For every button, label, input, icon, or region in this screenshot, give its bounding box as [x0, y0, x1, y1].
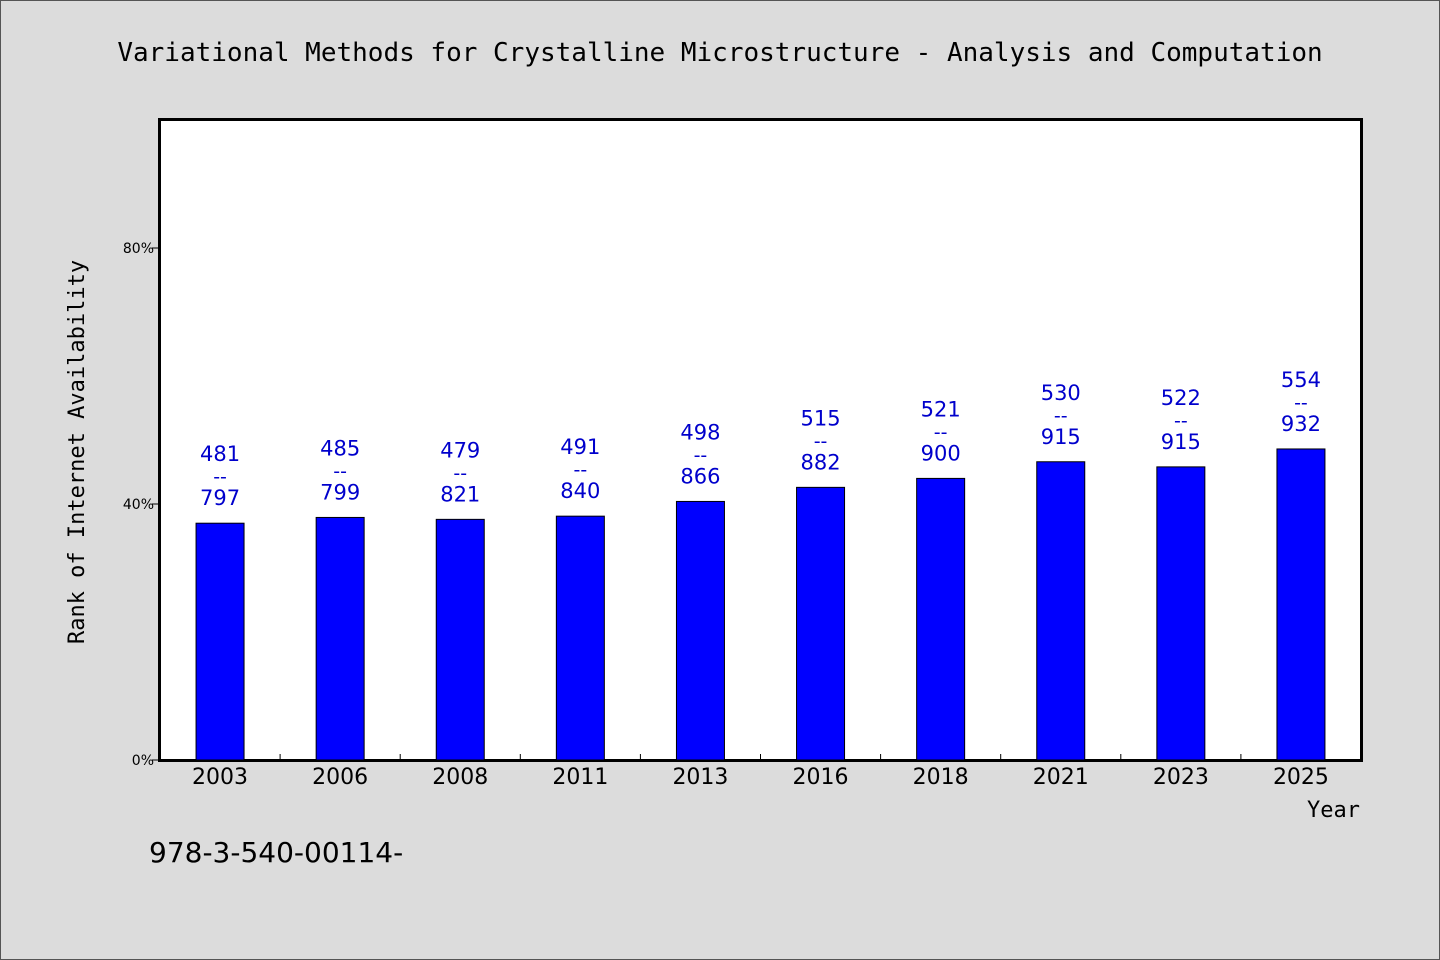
bar-label-top: 491 — [560, 435, 600, 459]
y-axis-title: Rank of Internet Availability — [65, 260, 90, 644]
bar-label-separator: -- — [1174, 410, 1188, 432]
x-tick-label: 2016 — [793, 765, 849, 790]
bars — [195, 448, 1326, 761]
bar-2023 — [1156, 466, 1206, 761]
x-tick-label: 2006 — [312, 765, 368, 790]
x-tick-label: 2011 — [552, 765, 608, 790]
x-axis-ticks — [279, 754, 1242, 760]
bar-label-separator: -- — [333, 460, 347, 482]
chart-title: Variational Methods for Crystalline Micr… — [117, 38, 1322, 68]
bar-label-bottom: 882 — [801, 450, 841, 474]
x-tick-label: 2025 — [1273, 765, 1329, 790]
bar-2016 — [796, 486, 846, 761]
bar-2025 — [1276, 448, 1326, 761]
bar-label-separator: -- — [213, 466, 227, 488]
bar-label-top: 515 — [801, 406, 841, 430]
bar-label-bottom: 915 — [1041, 425, 1081, 449]
bar-label-separator: -- — [1054, 405, 1068, 427]
bar-label-top: 522 — [1161, 386, 1201, 410]
bar-label-top: 485 — [320, 436, 360, 460]
bar-label-top: 530 — [1041, 381, 1081, 405]
bar-label-top: 521 — [921, 397, 961, 421]
bar-label-separator: -- — [453, 462, 467, 484]
bar-label-bottom: 797 — [200, 486, 240, 510]
bar-label-bottom: 915 — [1161, 430, 1201, 454]
bar-label-bottom: 900 — [921, 441, 961, 465]
bar-2003 — [195, 522, 245, 761]
bar-label-top: 479 — [440, 438, 480, 462]
x-tick-label: 2018 — [913, 765, 969, 790]
y-tick-label: 80% — [123, 241, 154, 257]
bar-label-bottom: 821 — [440, 482, 480, 506]
x-tick-label: 2013 — [672, 765, 728, 790]
bar-2008 — [435, 518, 485, 761]
x-axis-labels: 2003 2006 2008 2011 2013 2016 2018 2021 2023 2025 — [192, 765, 1329, 790]
value-labels: 481--797485--799479--821491--840498--866… — [200, 368, 1321, 510]
bar-label-separator: -- — [1294, 392, 1308, 414]
x-tick-label: 2008 — [432, 765, 488, 790]
bar-2018 — [916, 477, 966, 761]
bar-label-bottom: 866 — [680, 464, 720, 488]
x-axis-title: Year — [1307, 798, 1360, 823]
bar-label-bottom: 932 — [1281, 412, 1321, 436]
x-tick-label: 2021 — [1033, 765, 1089, 790]
y-tick-label: 40% — [123, 497, 154, 513]
bar-label-separator: -- — [814, 430, 828, 452]
bar-label-top: 554 — [1281, 368, 1321, 392]
x-tick-label: 2003 — [192, 765, 248, 790]
bar-2006 — [315, 516, 365, 761]
bar-2013 — [675, 500, 725, 761]
bar-label-bottom: 799 — [320, 480, 360, 504]
bar-2021 — [1036, 461, 1086, 761]
x-tick-label: 2023 — [1153, 765, 1209, 790]
bar-label-separator: -- — [573, 459, 587, 481]
bar-label-top: 498 — [680, 420, 720, 444]
bar-label-separator: -- — [694, 444, 708, 466]
bar-2011 — [555, 515, 605, 761]
footer-code: 978-3-540-00114- — [149, 836, 403, 869]
y-tick-label: 0% — [132, 753, 154, 769]
bar-label-bottom: 840 — [560, 479, 600, 503]
bar-label-top: 481 — [200, 442, 240, 466]
y-axis: 0% 40% 80% — [123, 241, 160, 769]
bar-label-separator: -- — [934, 421, 948, 443]
